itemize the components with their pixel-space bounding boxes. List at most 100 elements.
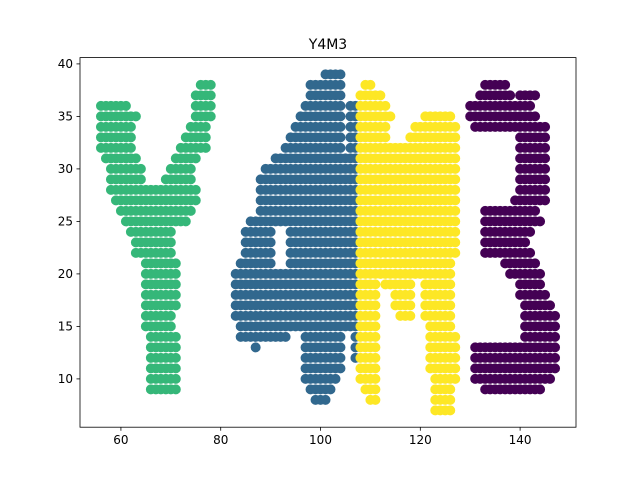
data-point	[370, 310, 381, 321]
data-point	[330, 373, 341, 384]
data-point	[135, 163, 146, 174]
data-point	[170, 258, 181, 269]
data-point	[325, 384, 336, 395]
scatter-points	[95, 69, 561, 416]
data-point	[525, 100, 536, 111]
data-point	[550, 342, 561, 353]
data-point	[540, 142, 551, 153]
data-point	[505, 90, 516, 101]
data-point	[370, 331, 381, 342]
data-point	[535, 384, 546, 395]
data-point	[205, 79, 216, 90]
data-point	[280, 331, 291, 342]
y-tick-label: 25	[58, 214, 73, 228]
data-point	[405, 300, 416, 311]
data-point	[450, 331, 461, 342]
data-point	[550, 310, 561, 321]
data-point	[450, 237, 461, 248]
data-point	[170, 300, 181, 311]
data-point	[170, 384, 181, 395]
data-point	[335, 100, 346, 111]
y-tick-label: 40	[58, 57, 73, 71]
data-point	[445, 258, 456, 269]
data-point	[370, 373, 381, 384]
data-point	[185, 163, 196, 174]
data-point	[370, 289, 381, 300]
data-point	[370, 342, 381, 353]
data-point	[450, 132, 461, 143]
data-point	[165, 321, 176, 332]
data-point	[450, 216, 461, 227]
data-point	[335, 363, 346, 374]
data-point	[170, 352, 181, 363]
data-point	[405, 310, 416, 321]
data-point	[165, 247, 176, 258]
data-point	[125, 132, 136, 143]
data-point	[445, 394, 456, 405]
data-point	[450, 184, 461, 195]
data-point	[170, 342, 181, 353]
data-point	[520, 237, 531, 248]
data-point	[170, 268, 181, 279]
data-point	[370, 279, 381, 290]
data-point	[500, 79, 511, 90]
data-point	[335, 132, 346, 143]
data-point	[370, 300, 381, 311]
series-1	[230, 69, 361, 405]
data-point	[370, 321, 381, 332]
data-point	[190, 153, 201, 164]
data-point	[370, 363, 381, 374]
data-point	[450, 163, 461, 174]
data-point	[320, 394, 331, 405]
data-point	[170, 331, 181, 342]
data-point	[170, 279, 181, 290]
data-point	[450, 352, 461, 363]
data-point	[535, 268, 546, 279]
data-point	[205, 90, 216, 101]
data-point	[450, 342, 461, 353]
data-point	[185, 205, 196, 216]
data-point	[535, 216, 546, 227]
data-point	[450, 121, 461, 132]
data-point	[450, 247, 461, 258]
data-point	[125, 121, 136, 132]
data-point	[180, 216, 191, 227]
data-point	[375, 90, 386, 101]
x-tick-label: 100	[309, 433, 332, 447]
data-point	[525, 226, 536, 237]
data-point	[335, 121, 346, 132]
data-point	[450, 226, 461, 237]
data-point	[445, 310, 456, 321]
data-point	[165, 237, 176, 248]
data-point	[335, 331, 346, 342]
data-point	[130, 111, 141, 122]
data-point	[265, 237, 276, 248]
data-point	[265, 247, 276, 258]
data-point	[335, 111, 346, 122]
data-point	[385, 111, 396, 122]
data-point	[540, 132, 551, 143]
data-point	[130, 153, 141, 164]
data-point	[335, 342, 346, 353]
data-point	[450, 174, 461, 185]
data-point	[165, 310, 176, 321]
y-tick-label: 15	[58, 319, 73, 333]
data-point	[370, 394, 381, 405]
data-point	[550, 321, 561, 332]
y-axis: 10 15 20 25 30 35 40	[58, 57, 80, 386]
series-3	[465, 79, 561, 395]
data-point	[530, 205, 541, 216]
x-tick-label: 140	[509, 433, 532, 447]
y-tick-label: 30	[58, 162, 73, 176]
data-point	[405, 279, 416, 290]
x-axis: 60 80 100 120 140	[113, 427, 532, 447]
data-point	[170, 373, 181, 384]
data-point	[200, 121, 211, 132]
data-point	[445, 321, 456, 332]
data-point	[445, 268, 456, 279]
data-point	[545, 300, 556, 311]
series-2	[355, 79, 461, 416]
x-tick-label: 120	[409, 433, 432, 447]
data-point	[200, 132, 211, 143]
data-point	[335, 69, 346, 80]
